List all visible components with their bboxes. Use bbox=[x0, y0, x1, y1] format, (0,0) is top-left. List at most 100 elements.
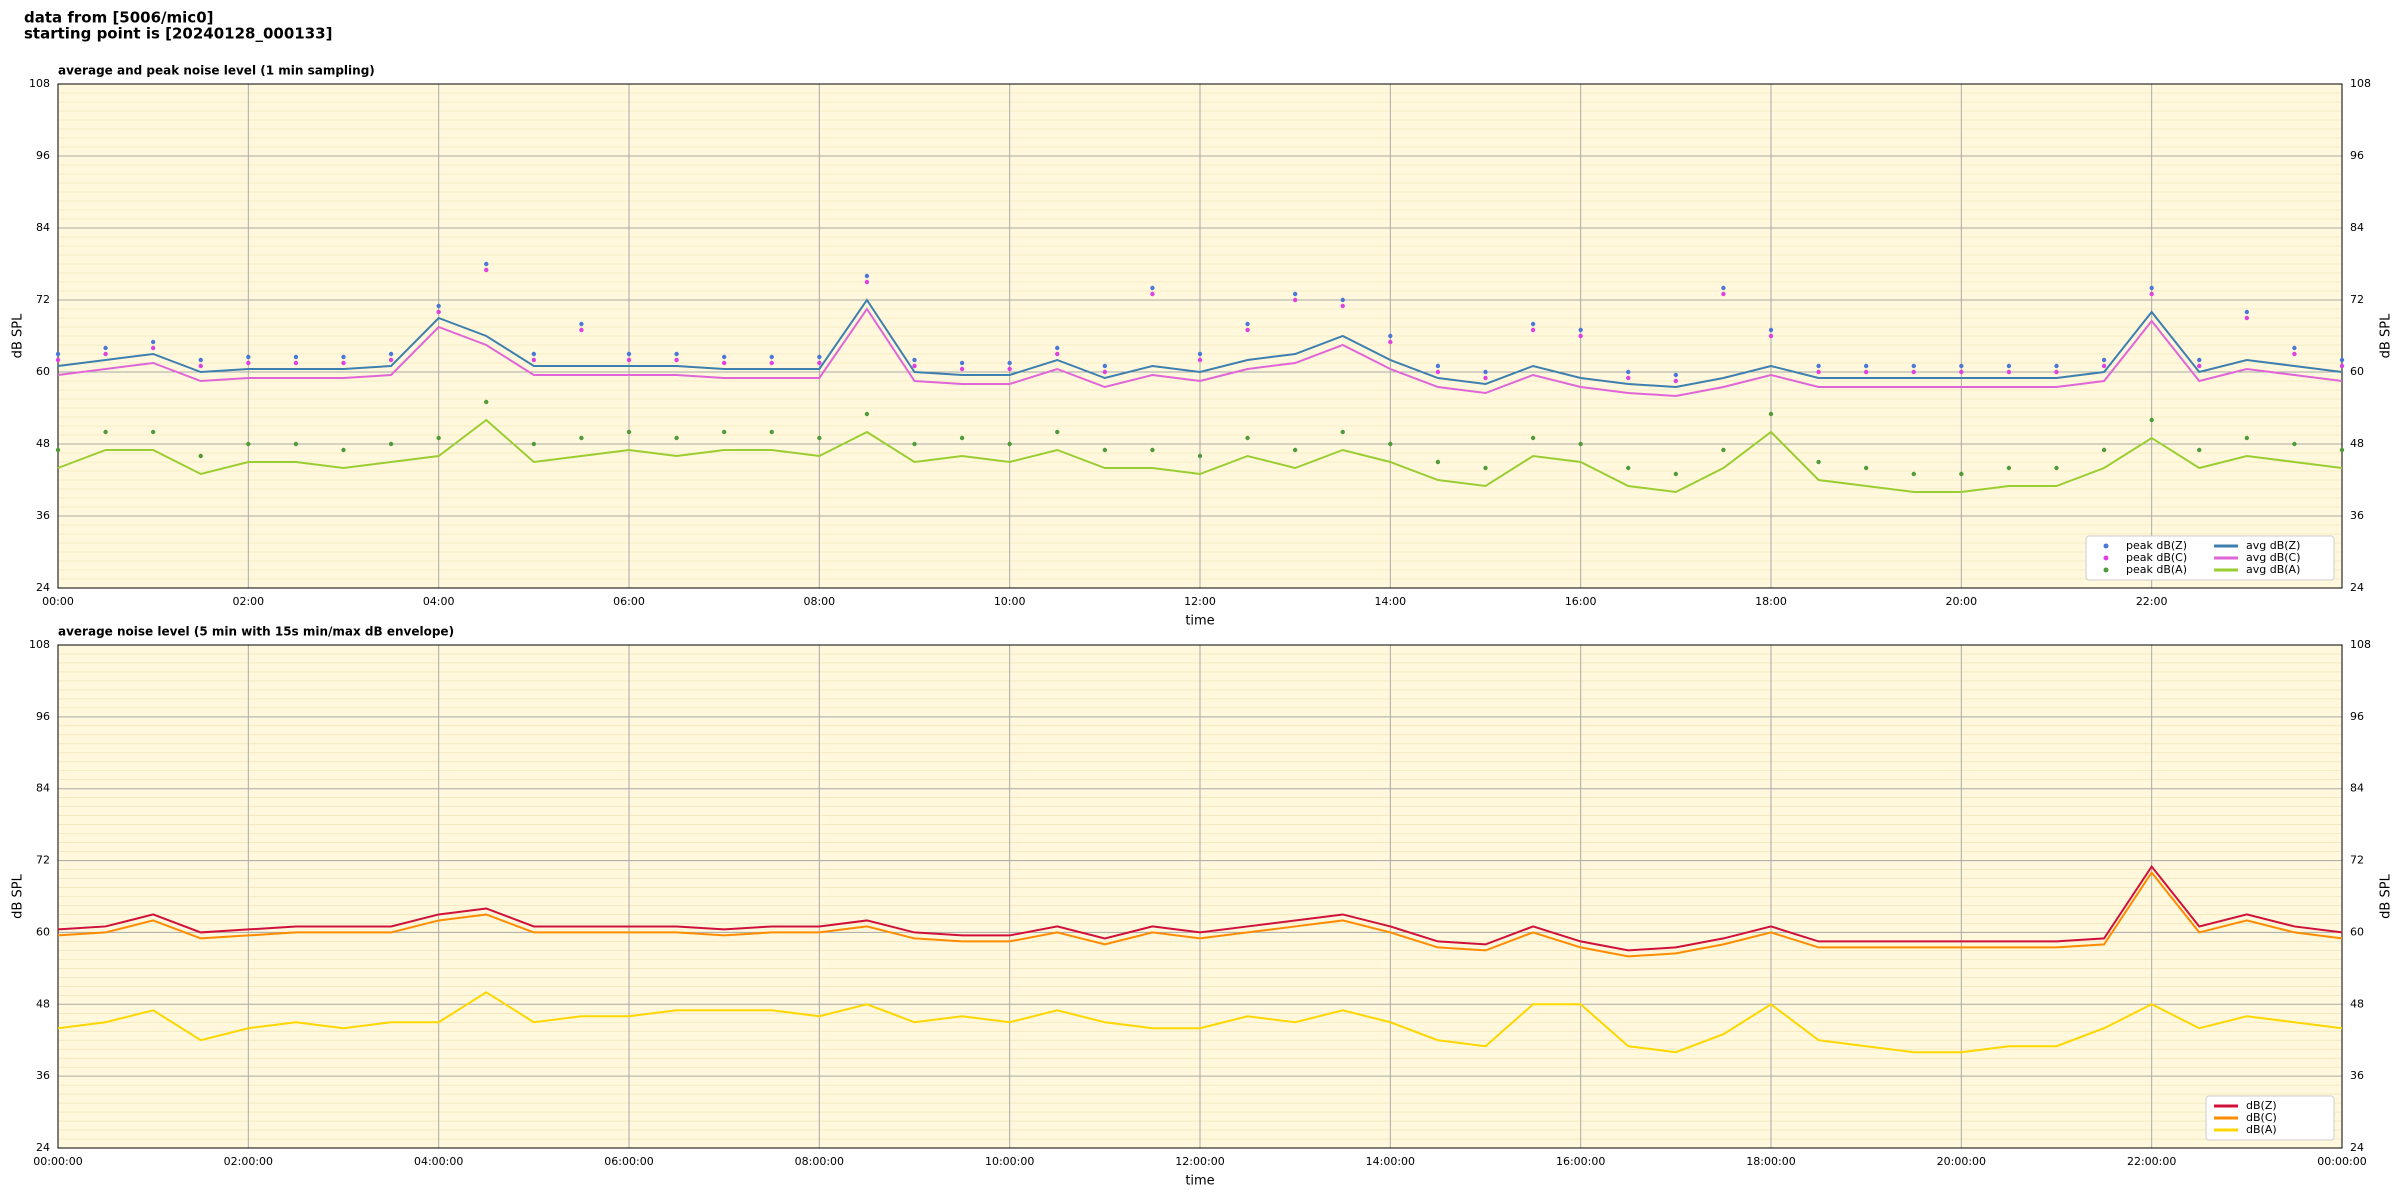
peak-dot bbox=[1816, 363, 1821, 369]
peak-dot bbox=[531, 441, 537, 447]
y-tick-label: 108 bbox=[29, 77, 50, 90]
plot-frame bbox=[57, 83, 2343, 589]
peak-dot bbox=[1245, 327, 1250, 333]
x-tick-label: 00:00:00 bbox=[33, 1155, 82, 1168]
y-tick-label: 96 bbox=[36, 149, 50, 162]
peak-dot bbox=[2244, 309, 2250, 315]
series-line bbox=[57, 418, 2343, 494]
peak-dot bbox=[721, 360, 727, 366]
series-line bbox=[57, 864, 2343, 952]
peak-dot bbox=[1102, 369, 1108, 375]
peak-dot bbox=[2197, 363, 2202, 369]
peak-dot bbox=[341, 447, 346, 453]
peak-dot bbox=[531, 351, 537, 357]
peak-dot bbox=[2292, 345, 2297, 351]
peak-dot bbox=[1578, 327, 1583, 333]
series-line bbox=[57, 307, 2343, 398]
peak-dot bbox=[769, 429, 774, 435]
peak-dot bbox=[864, 279, 870, 285]
x-tick-label: 10:00 bbox=[994, 595, 1026, 608]
x-tick-label: 02:00:00 bbox=[224, 1155, 273, 1168]
peak-dot bbox=[1673, 378, 1679, 384]
legend-label: dB(Z) bbox=[2246, 1099, 2277, 1112]
x-tick-label: 14:00:00 bbox=[1366, 1155, 1415, 1168]
peak-dot bbox=[246, 360, 251, 366]
peak-dot bbox=[579, 321, 584, 327]
peak-dot bbox=[1102, 363, 1108, 369]
peak-dot bbox=[1007, 366, 1012, 372]
peak-dot bbox=[103, 345, 108, 351]
y2-tick-label: 60 bbox=[2350, 925, 2364, 938]
x-tick-label: 22:00:00 bbox=[2127, 1155, 2176, 1168]
peak-dot bbox=[150, 429, 156, 435]
peak-dot bbox=[2006, 465, 2012, 471]
y2-tick-label: 96 bbox=[2350, 710, 2364, 723]
legend-label: peak dB(C) bbox=[2126, 551, 2187, 564]
y-tick-label: 36 bbox=[36, 1069, 50, 1082]
peak-dot bbox=[1959, 369, 1964, 375]
peak-dot bbox=[817, 360, 822, 366]
y2-tick-label: 84 bbox=[2350, 221, 2364, 234]
y2-tick-label: 24 bbox=[2350, 1141, 2364, 1154]
peak-dot bbox=[959, 366, 965, 372]
y-tick-label: 24 bbox=[36, 581, 50, 594]
peak-dot bbox=[626, 357, 632, 363]
peak-dot bbox=[2149, 417, 2154, 423]
peak-dot bbox=[1863, 369, 1869, 375]
peak-dot bbox=[484, 267, 489, 273]
peak-dot bbox=[769, 354, 774, 360]
peak-dot bbox=[2054, 465, 2059, 471]
peak-dot bbox=[1102, 447, 1108, 453]
peak-dot bbox=[1245, 321, 1250, 327]
x-tick-label: 04:00 bbox=[423, 595, 455, 608]
peak-dot bbox=[484, 399, 489, 405]
legend-label: avg dB(A) bbox=[2246, 563, 2300, 576]
plot-frame bbox=[57, 644, 2343, 1149]
x-tick-label: 18:00 bbox=[1755, 595, 1787, 608]
peak-dot bbox=[912, 357, 917, 363]
y2-tick-label: 24 bbox=[2350, 581, 2364, 594]
peak-dot bbox=[198, 363, 203, 369]
peak-dot bbox=[1388, 339, 1393, 345]
peak-dot bbox=[1721, 291, 1726, 297]
y2-tick-label: 36 bbox=[2350, 509, 2364, 522]
peak-dot bbox=[1911, 363, 1916, 369]
peak-dot bbox=[1959, 471, 1964, 477]
peak-dot bbox=[246, 354, 251, 360]
header-line: data from [5006/mic0] bbox=[24, 9, 214, 27]
peak-dot bbox=[103, 429, 108, 435]
legend-label: avg dB(C) bbox=[2246, 551, 2301, 564]
peak-dot bbox=[2101, 363, 2107, 369]
peak-dot bbox=[2339, 447, 2345, 453]
y2-tick-label: 60 bbox=[2350, 365, 2364, 378]
peak-dot bbox=[1435, 363, 1441, 369]
peak-dot bbox=[1483, 375, 1488, 381]
x-tick-label: 12:00:00 bbox=[1175, 1155, 1224, 1168]
x-axis-label: time bbox=[1185, 1174, 1214, 1189]
peak-dot bbox=[198, 357, 203, 363]
y-tick-label: 48 bbox=[36, 997, 50, 1010]
peak-dot bbox=[1959, 363, 1964, 369]
legend-label: peak dB(A) bbox=[2126, 563, 2187, 576]
x-tick-label: 16:00:00 bbox=[1556, 1155, 1605, 1168]
y2-tick-label: 84 bbox=[2350, 782, 2364, 795]
peak-dot bbox=[1150, 447, 1155, 453]
x-tick-label: 12:00 bbox=[1184, 595, 1216, 608]
peak-dot bbox=[1150, 285, 1155, 291]
peak-dot bbox=[341, 354, 346, 360]
peak-dot bbox=[1055, 345, 1060, 351]
peak-dot bbox=[293, 441, 299, 447]
peak-dot bbox=[1292, 297, 1298, 303]
x-axis-label: time bbox=[1185, 614, 1214, 629]
y-tick-label: 36 bbox=[36, 509, 50, 522]
y2-tick-label: 36 bbox=[2350, 1069, 2364, 1082]
y-tick-label: 72 bbox=[36, 293, 50, 306]
x-tick-label: 18:00:00 bbox=[1746, 1155, 1795, 1168]
peak-dot bbox=[1768, 327, 1774, 333]
peak-dot bbox=[2149, 285, 2154, 291]
peak-dot bbox=[103, 351, 108, 357]
legend-swatch bbox=[2103, 567, 2109, 573]
peak-dot bbox=[1150, 291, 1155, 297]
